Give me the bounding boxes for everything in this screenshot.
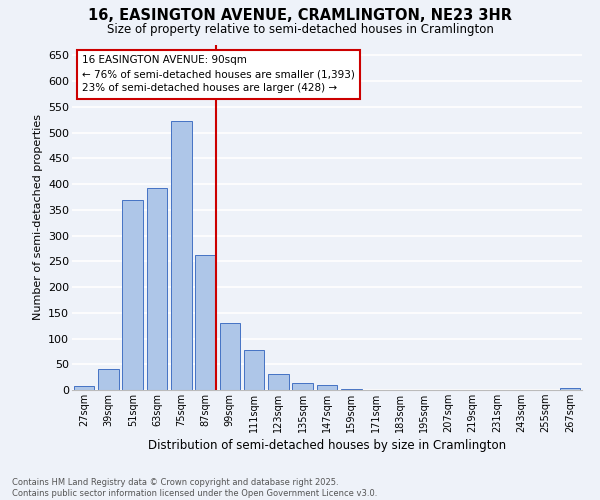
Bar — [244, 350, 265, 390]
Bar — [220, 323, 240, 390]
Text: 16, EASINGTON AVENUE, CRAMLINGTON, NE23 3HR: 16, EASINGTON AVENUE, CRAMLINGTON, NE23 … — [88, 8, 512, 22]
Text: Contains HM Land Registry data © Crown copyright and database right 2025.
Contai: Contains HM Land Registry data © Crown c… — [12, 478, 377, 498]
Bar — [341, 389, 362, 390]
Text: 16 EASINGTON AVENUE: 90sqm
← 76% of semi-detached houses are smaller (1,393)
23%: 16 EASINGTON AVENUE: 90sqm ← 76% of semi… — [82, 56, 355, 94]
Y-axis label: Number of semi-detached properties: Number of semi-detached properties — [32, 114, 43, 320]
Bar — [195, 254, 216, 390]
Bar — [122, 200, 143, 390]
Text: Size of property relative to semi-detached houses in Cramlington: Size of property relative to semi-detach… — [107, 22, 493, 36]
Bar — [268, 374, 289, 390]
Bar — [317, 385, 337, 390]
X-axis label: Distribution of semi-detached houses by size in Cramlington: Distribution of semi-detached houses by … — [148, 439, 506, 452]
Bar — [98, 369, 119, 390]
Bar — [74, 386, 94, 390]
Bar — [146, 188, 167, 390]
Bar — [171, 120, 191, 390]
Bar — [292, 384, 313, 390]
Bar — [560, 388, 580, 390]
